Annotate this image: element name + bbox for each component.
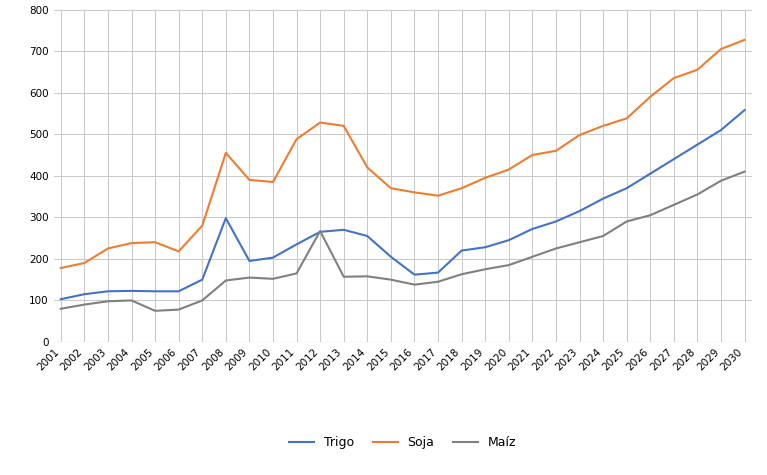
Trigo: [716, 127, 726, 133]
Soja: [292, 136, 301, 142]
Trigo: [292, 241, 301, 247]
Soja: [740, 37, 749, 43]
Maíz: [670, 202, 679, 208]
Soja: [387, 185, 396, 191]
Maíz: [56, 306, 65, 312]
Trigo: [80, 291, 89, 297]
Maíz: [716, 178, 726, 183]
Trigo: [221, 215, 230, 221]
Trigo: [315, 229, 324, 235]
Soja: [363, 165, 372, 171]
Maíz: [292, 271, 301, 276]
Maíz: [528, 254, 537, 260]
Trigo: [646, 171, 655, 177]
Trigo: [740, 107, 749, 113]
Soja: [716, 46, 726, 52]
Maíz: [80, 302, 89, 307]
Maíz: [127, 297, 136, 304]
Trigo: [387, 254, 396, 260]
Soja: [622, 115, 631, 121]
Maíz: [504, 262, 513, 268]
Line: Maíz: Maíz: [61, 171, 745, 311]
Soja: [150, 239, 160, 245]
Maíz: [551, 246, 561, 251]
Trigo: [104, 288, 113, 294]
Maíz: [387, 277, 396, 283]
Soja: [245, 177, 254, 183]
Trigo: [575, 208, 584, 214]
Trigo: [245, 258, 254, 264]
Legend: Trigo, Soja, Maíz: Trigo, Soja, Maíz: [284, 431, 522, 455]
Soja: [551, 148, 561, 154]
Trigo: [363, 233, 372, 239]
Maíz: [268, 276, 278, 282]
Maíz: [363, 274, 372, 279]
Maíz: [740, 169, 749, 174]
Maíz: [198, 297, 207, 304]
Soja: [127, 240, 136, 246]
Trigo: [410, 272, 419, 277]
Line: Trigo: Trigo: [61, 110, 745, 299]
Trigo: [481, 244, 490, 250]
Soja: [528, 152, 537, 158]
Trigo: [174, 288, 183, 294]
Soja: [457, 185, 466, 191]
Maíz: [221, 277, 230, 283]
Maíz: [693, 191, 702, 197]
Trigo: [433, 270, 443, 275]
Trigo: [150, 288, 160, 294]
Maíz: [245, 275, 254, 280]
Soja: [504, 167, 513, 172]
Trigo: [339, 227, 348, 233]
Soja: [575, 132, 584, 138]
Soja: [598, 123, 607, 129]
Soja: [198, 223, 207, 228]
Trigo: [622, 185, 631, 191]
Trigo: [504, 238, 513, 243]
Line: Soja: Soja: [61, 40, 745, 268]
Soja: [56, 265, 65, 271]
Soja: [670, 75, 679, 81]
Maíz: [598, 233, 607, 239]
Trigo: [56, 296, 65, 302]
Soja: [174, 248, 183, 254]
Soja: [693, 67, 702, 73]
Maíz: [646, 212, 655, 218]
Soja: [433, 193, 443, 199]
Maíz: [433, 279, 443, 285]
Maíz: [622, 218, 631, 224]
Soja: [339, 123, 348, 129]
Soja: [80, 260, 89, 266]
Maíz: [410, 282, 419, 287]
Trigo: [127, 288, 136, 294]
Maíz: [481, 266, 490, 272]
Maíz: [339, 274, 348, 280]
Maíz: [104, 298, 113, 304]
Maíz: [150, 308, 160, 314]
Trigo: [457, 248, 466, 254]
Trigo: [528, 226, 537, 232]
Maíz: [174, 307, 183, 313]
Maíz: [575, 239, 584, 245]
Trigo: [551, 218, 561, 224]
Trigo: [670, 156, 679, 162]
Trigo: [268, 255, 278, 260]
Maíz: [315, 228, 324, 234]
Maíz: [457, 271, 466, 277]
Soja: [481, 175, 490, 180]
Soja: [221, 150, 230, 156]
Soja: [104, 246, 113, 251]
Trigo: [198, 277, 207, 283]
Soja: [646, 94, 655, 100]
Soja: [268, 179, 278, 185]
Trigo: [693, 142, 702, 147]
Soja: [315, 120, 324, 125]
Trigo: [598, 196, 607, 201]
Soja: [410, 190, 419, 195]
